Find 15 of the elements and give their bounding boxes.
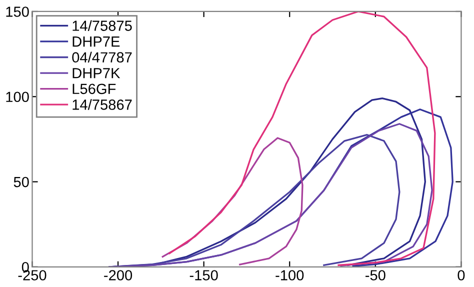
y-tick-label: 100 bbox=[6, 92, 29, 102]
legend-label: DHP7K bbox=[72, 68, 120, 78]
legend-label: 04/47787 bbox=[72, 52, 132, 63]
x-tick-label: 0 bbox=[458, 270, 465, 280]
legend-label: L56GF bbox=[72, 84, 116, 94]
legend-label: 14/75875 bbox=[72, 20, 132, 31]
x-tick-label: -200 bbox=[104, 270, 132, 280]
x-tick-label: -150 bbox=[190, 270, 218, 280]
y-tick-label: 150 bbox=[6, 6, 29, 17]
x-tick-label: -100 bbox=[276, 270, 304, 280]
legend-label: DHP7E bbox=[72, 36, 120, 47]
x-tick-label: -50 bbox=[366, 270, 386, 280]
y-tick-label: 50 bbox=[14, 176, 29, 188]
x-tick-label: -250 bbox=[18, 270, 46, 280]
legend-label: 14/75867 bbox=[72, 99, 132, 110]
